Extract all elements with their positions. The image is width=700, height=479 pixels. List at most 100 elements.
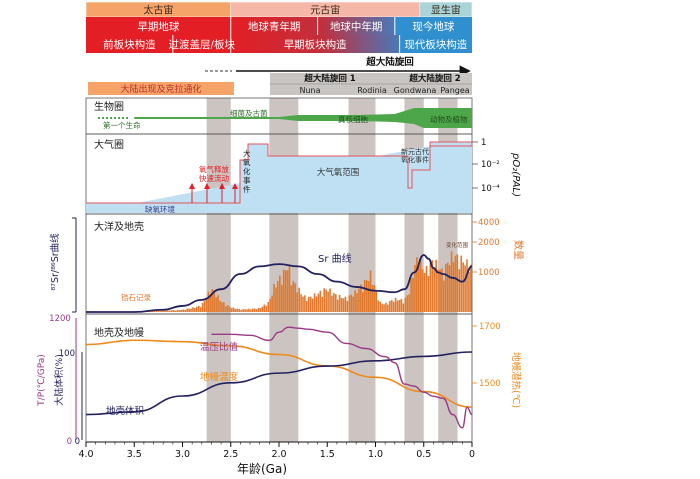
era-bg-modern	[394, 17, 472, 35]
count-axis-title: 数量	[512, 240, 525, 260]
zircon-bar	[446, 262, 449, 312]
zircon-bar	[383, 304, 385, 312]
zircon-bar	[196, 306, 198, 312]
zircon-bar	[336, 299, 339, 312]
zircon-histogram	[134, 251, 472, 312]
zircon-bar	[319, 290, 322, 312]
zircon-bar	[317, 293, 320, 312]
mantle-tick-1500: 1500	[479, 379, 501, 389]
era-bg-middle	[230, 17, 395, 35]
zircon-bar	[385, 302, 387, 312]
zircon-bar	[468, 272, 470, 312]
zircon-bar	[381, 303, 383, 312]
gas-release-label: 氧气释放快速流动	[199, 164, 229, 183]
zircon-bar	[238, 309, 241, 312]
zircon-bar	[363, 279, 366, 312]
crust-mantle-title: 地壳及地幔	[94, 326, 144, 339]
zircon-bar	[155, 310, 158, 312]
oxygen-release-arrows	[189, 183, 238, 203]
count-tick-2000: 2000	[478, 238, 500, 248]
mantle-label: 地幔温度	[200, 371, 239, 383]
tectonic-label-2: 早期板块构造	[284, 38, 347, 51]
po2-tick-3: 10⁻⁴	[481, 184, 500, 194]
zircon-bar	[257, 308, 260, 312]
tp-tick-1200: 1200	[49, 314, 71, 324]
tp-label: 温压比值	[200, 341, 239, 353]
goe-label: 大 氧 化 事 件	[243, 148, 253, 194]
zircon-bar	[161, 310, 163, 312]
age-axis: 年龄(Ga) 4.0 3.5 3.0 2.5 2.0 1.5 1.0 0.5 0	[78, 441, 475, 476]
po2-tick-2: 10⁻²	[481, 160, 500, 170]
zircon-bar	[226, 305, 229, 312]
zircon-bar	[167, 310, 169, 312]
eon-label-1: 元古宙	[310, 4, 340, 17]
zircon-bar	[444, 263, 447, 312]
zircon-bar	[282, 269, 285, 312]
zircon-bar	[286, 270, 289, 312]
zircon-bar	[389, 300, 391, 312]
zircon-bar	[230, 308, 233, 312]
era-label-1: 地球青年期	[248, 20, 301, 33]
mantle-axis-title: 地幔潜热(℃)	[510, 352, 522, 408]
zircon-bar	[221, 302, 223, 312]
supercontinent-cycle-row: 大陆出现及克拉通化 超大陆旋回 超大陆旋回 1 超大陆旋回 2 Nuna Rod…	[88, 56, 472, 95]
atmosphere-title: 大气圈	[94, 138, 124, 151]
zircon-bar	[450, 251, 453, 312]
zircon-bar	[460, 255, 463, 312]
zircon-bar	[354, 290, 356, 312]
zircon-bar	[163, 310, 165, 312]
zircon-bar	[361, 292, 364, 312]
zircon-bar	[304, 295, 306, 312]
zircon-bar	[168, 310, 171, 312]
zircon-bar	[307, 296, 310, 312]
crust-emergence-box	[88, 82, 234, 95]
age-axis-label: 年龄(Ga)	[237, 462, 287, 476]
zircon-bar	[412, 277, 414, 312]
zircon-bar	[284, 270, 287, 312]
era-label-2: 地球中年期	[330, 20, 383, 33]
first-life-label: 第一个生命	[103, 120, 141, 130]
zircon-bar	[294, 283, 297, 312]
zircon-bar	[410, 278, 412, 312]
zircon-bar	[456, 254, 459, 312]
tectonic-bg-middle	[230, 35, 400, 53]
zircon-bar	[406, 295, 409, 312]
zircon-bar	[197, 305, 200, 312]
zircon-bar	[400, 298, 403, 312]
zircon-bar	[377, 300, 380, 312]
zircon-bar	[402, 303, 405, 312]
zircon-bar	[178, 310, 181, 312]
age-tick-label: 0.5	[416, 449, 431, 460]
zircon-bar	[398, 300, 401, 312]
zircon-bar	[248, 308, 250, 312]
zircon-bar	[433, 268, 436, 312]
zircon-bar	[215, 297, 217, 312]
age-tick-label: 4.0	[78, 449, 93, 460]
zircon-bar	[435, 259, 437, 312]
zircon-bar	[234, 308, 237, 312]
zircon-bar	[404, 297, 407, 312]
zircon-bar	[302, 296, 304, 312]
zircon-bar	[439, 269, 441, 312]
zircon-bar	[298, 287, 300, 312]
zircon-bar	[425, 265, 428, 312]
zircon-bar	[236, 308, 239, 312]
zircon-bar	[217, 295, 219, 312]
zircon-bar	[199, 307, 202, 312]
zircon-bar	[246, 309, 248, 312]
zircon-bar	[309, 296, 312, 312]
grey-band-2	[348, 98, 376, 442]
zircon-label: 锆石记录	[121, 292, 151, 302]
mantle-temperature-curve	[85, 339, 473, 409]
continent-volume-axis-title: 大陆体积(%)	[53, 354, 65, 406]
zircon-bar	[253, 308, 256, 312]
zircon-bar	[223, 302, 225, 312]
anoxic-label: 缺氧环境	[145, 204, 175, 214]
eon-label-0: 太古宙	[143, 4, 173, 17]
zircon-bar	[190, 308, 192, 312]
tectonic-bg-early	[86, 35, 231, 53]
zircon-bar	[273, 284, 275, 312]
count-tick-4000: 4000	[478, 218, 500, 228]
